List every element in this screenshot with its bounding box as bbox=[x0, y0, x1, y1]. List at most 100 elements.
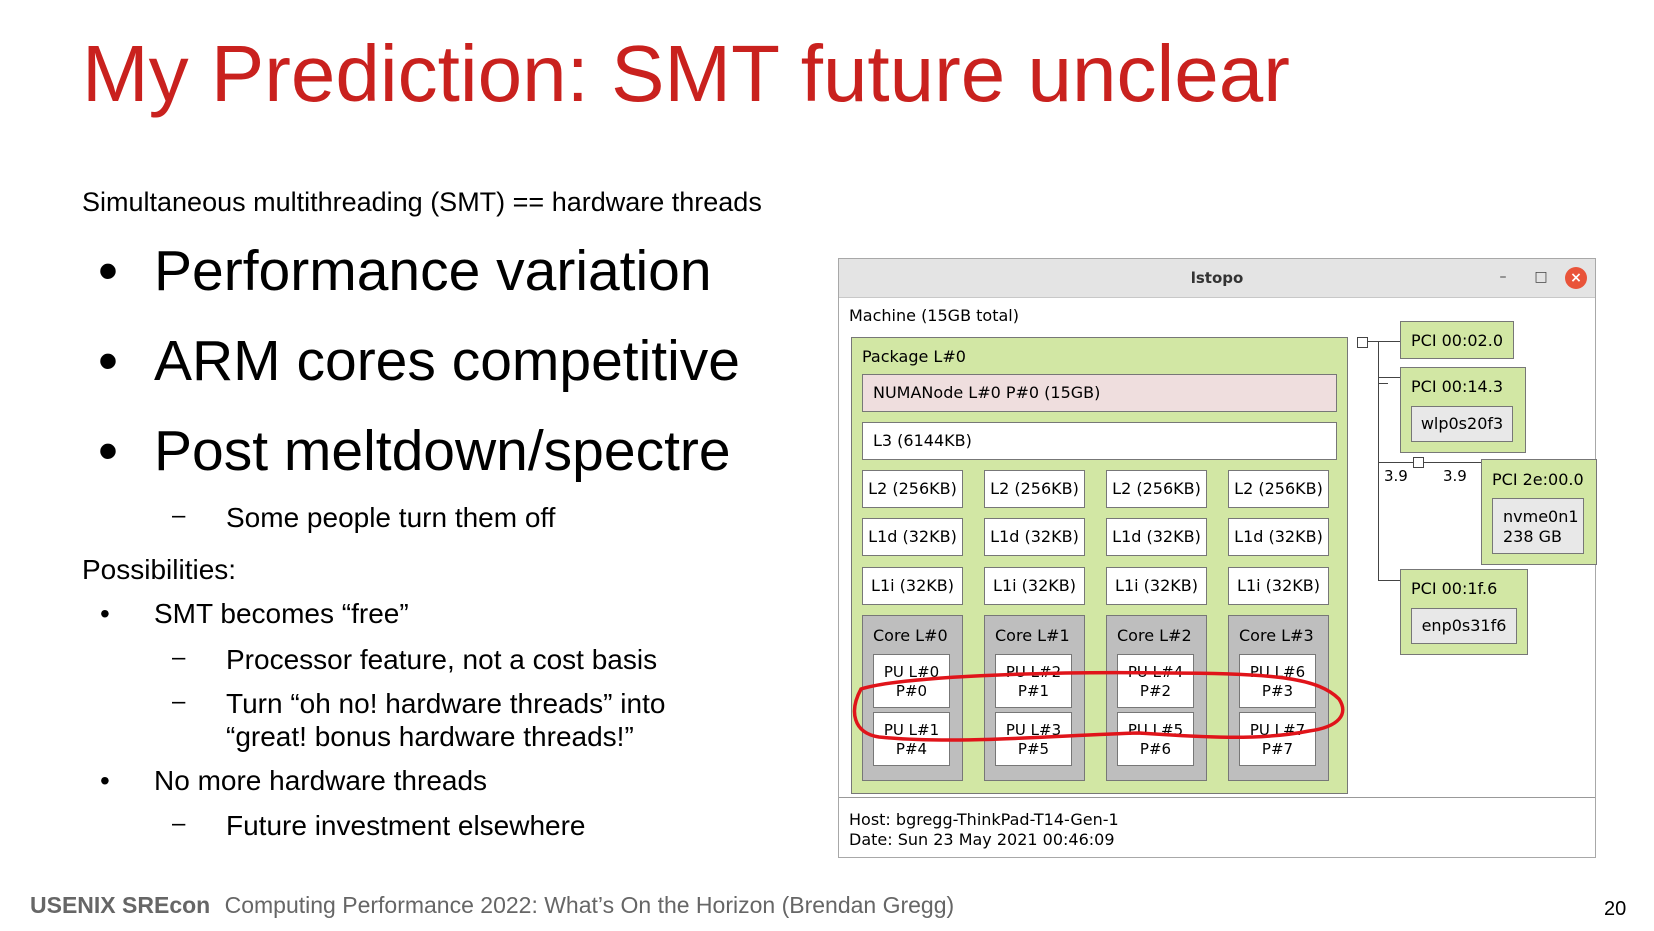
annotation-circle bbox=[852, 670, 1345, 742]
l1d-cache: L1d (32KB) bbox=[862, 518, 963, 556]
sub-bullet-text: Some people turn them off bbox=[226, 502, 556, 533]
pci-label: PCI 00:02.0 bbox=[1411, 331, 1503, 350]
minimize-button[interactable]: – bbox=[1499, 269, 1507, 285]
pci-box: PCI 00:02.0 bbox=[1400, 321, 1514, 359]
bullet-marker: • bbox=[98, 239, 118, 303]
date-label: Date: Sun 23 May 2021 00:46:09 bbox=[849, 830, 1115, 849]
window-footer: Host: bgregg-ThinkPad-T14-Gen-1 Date: Su… bbox=[839, 797, 1595, 858]
l3-cache-box: L3 (6144KB) bbox=[862, 422, 1337, 460]
pu-physical: P#5 bbox=[1017, 740, 1050, 758]
host-label: Host: bgregg-ThinkPad-T14-Gen-1 bbox=[849, 810, 1119, 829]
pu-physical: P#0 bbox=[895, 682, 928, 700]
core-box: Core L#1 PU L#2 P#1 PU L#3 P#5 bbox=[984, 615, 1085, 781]
dash-marker: – bbox=[172, 810, 186, 837]
dash-marker: – bbox=[172, 688, 186, 715]
connector-line bbox=[1378, 341, 1379, 581]
pu-physical: P#7 bbox=[1261, 740, 1294, 758]
bridge-node bbox=[1357, 337, 1368, 348]
connector-line bbox=[1378, 462, 1418, 463]
dash-marker: – bbox=[172, 644, 186, 671]
network-device: enp0s31f6 bbox=[1411, 608, 1517, 644]
pu-box: PU L#7 P#7 bbox=[1239, 712, 1316, 766]
machine-label: Machine (15GB total) bbox=[849, 306, 1019, 325]
network-device: wlp0s20f3 bbox=[1411, 406, 1513, 442]
l1d-cache: L1d (32KB) bbox=[984, 518, 1085, 556]
l1d-cache: L1d (32KB) bbox=[1106, 518, 1207, 556]
window-title: lstopo bbox=[1190, 269, 1244, 287]
pci-box: PCI 2e:00.0 nvme0n1 238 GB bbox=[1481, 459, 1597, 565]
possibility-text: No more hardware threads bbox=[154, 765, 488, 796]
lstopo-window: lstopo – □ × Machine (15GB total) Packag… bbox=[838, 258, 1597, 858]
pu-box: PU L#5 P#6 bbox=[1117, 712, 1194, 766]
pci-box: PCI 00:14.3 wlp0s20f3 bbox=[1400, 367, 1526, 453]
bullet-marker: • bbox=[100, 765, 110, 796]
page-number: 20 bbox=[1604, 898, 1627, 920]
core-label: Core L#3 bbox=[1239, 626, 1314, 645]
pu-logical: PU L#1 bbox=[883, 721, 940, 739]
l2-cache: L2 (256KB) bbox=[984, 470, 1085, 508]
possibility-text: SMT becomes “free” bbox=[154, 598, 409, 629]
slide-footer: USENIX SREcon Computing Performance 2022… bbox=[30, 892, 954, 919]
numa-node-label: NUMANode L#0 P#0 (15GB) bbox=[873, 383, 1101, 402]
l1i-cache: L1i (32KB) bbox=[984, 567, 1085, 605]
pu-physical: P#3 bbox=[1261, 682, 1294, 700]
pu-physical: P#1 bbox=[1017, 682, 1050, 700]
connector-line bbox=[1378, 377, 1400, 378]
bullet-text: Performance variation bbox=[154, 239, 712, 303]
possibility-text: Processor feature, not a cost basis bbox=[226, 644, 658, 675]
core-label: Core L#1 bbox=[995, 626, 1070, 645]
package-label: Package L#0 bbox=[862, 347, 966, 366]
l1i-cache: L1i (32KB) bbox=[1106, 567, 1207, 605]
bullet-marker: • bbox=[98, 329, 118, 393]
bullet-marker: • bbox=[98, 419, 118, 483]
pu-logical: PU L#0 bbox=[883, 663, 940, 681]
maximize-button[interactable]: □ bbox=[1534, 269, 1548, 285]
pci-label: PCI 00:1f.6 bbox=[1411, 579, 1498, 598]
dash-marker: – bbox=[172, 502, 186, 529]
bullet-text: ARM cores competitive bbox=[154, 329, 741, 393]
connector-line bbox=[1378, 383, 1388, 384]
package-box: Package L#0 NUMANode L#0 P#0 (15GB) L3 (… bbox=[851, 337, 1348, 794]
l1i-cache: L1i (32KB) bbox=[862, 567, 963, 605]
pu-box: PU L#3 P#5 bbox=[995, 712, 1072, 766]
connector-line bbox=[1378, 580, 1400, 581]
connector-line bbox=[1378, 341, 1400, 342]
core-box: Core L#3 PU L#6 P#3 PU L#7 P#7 bbox=[1228, 615, 1329, 781]
slide-subtitle: Simultaneous multithreading (SMT) == har… bbox=[82, 187, 762, 217]
pu-box: PU L#2 P#1 bbox=[995, 654, 1072, 708]
numa-node-box: NUMANode L#0 P#0 (15GB) bbox=[862, 374, 1337, 412]
pu-physical: P#4 bbox=[895, 740, 928, 758]
l1i-cache: L1i (32KB) bbox=[1228, 567, 1329, 605]
core-box: Core L#0 PU L#0 P#0 PU L#1 P#4 bbox=[862, 615, 963, 781]
connector-line bbox=[1423, 462, 1481, 463]
core-label: Core L#2 bbox=[1117, 626, 1192, 645]
l2-cache: L2 (256KB) bbox=[862, 470, 963, 508]
pu-physical: P#2 bbox=[1139, 682, 1172, 700]
close-button[interactable]: × bbox=[1565, 267, 1587, 289]
l2-cache: L2 (256KB) bbox=[1228, 470, 1329, 508]
storage-device-size: 238 GB bbox=[1503, 527, 1562, 546]
l1d-cache: L1d (32KB) bbox=[1228, 518, 1329, 556]
annotation-stroke bbox=[852, 670, 1345, 742]
footer-brand: USENIX SREcon bbox=[30, 892, 211, 918]
possibility-text-continued: “great! bonus hardware threads!” bbox=[226, 721, 634, 752]
pci-label: PCI 2e:00.0 bbox=[1492, 470, 1584, 489]
l3-cache-label: L3 (6144KB) bbox=[873, 431, 972, 450]
bandwidth-label: 3.9 bbox=[1384, 467, 1408, 485]
possibilities-heading: Possibilities: bbox=[82, 554, 237, 585]
footer-text: Computing Performance 2022: What’s On th… bbox=[224, 892, 955, 918]
storage-device: nvme0n1 238 GB bbox=[1492, 498, 1584, 554]
bullet-marker: • bbox=[100, 598, 110, 629]
pu-physical: P#6 bbox=[1139, 740, 1172, 758]
l2-cache: L2 (256KB) bbox=[1106, 470, 1207, 508]
bullet-text: Post meltdown/spectre bbox=[154, 419, 731, 483]
pci-label: PCI 00:14.3 bbox=[1411, 377, 1503, 396]
bandwidth-label: 3.9 bbox=[1443, 467, 1467, 485]
possibility-text: Future investment elsewhere bbox=[226, 810, 586, 841]
pci-box: PCI 00:1f.6 enp0s31f6 bbox=[1400, 569, 1528, 655]
pu-logical: PU L#3 bbox=[1005, 721, 1062, 739]
storage-device-name: nvme0n1 bbox=[1503, 507, 1579, 526]
possibility-text: Turn “oh no! hardware threads” into bbox=[226, 688, 666, 719]
window-titlebar[interactable]: lstopo – □ × bbox=[839, 259, 1595, 298]
core-label: Core L#0 bbox=[873, 626, 948, 645]
